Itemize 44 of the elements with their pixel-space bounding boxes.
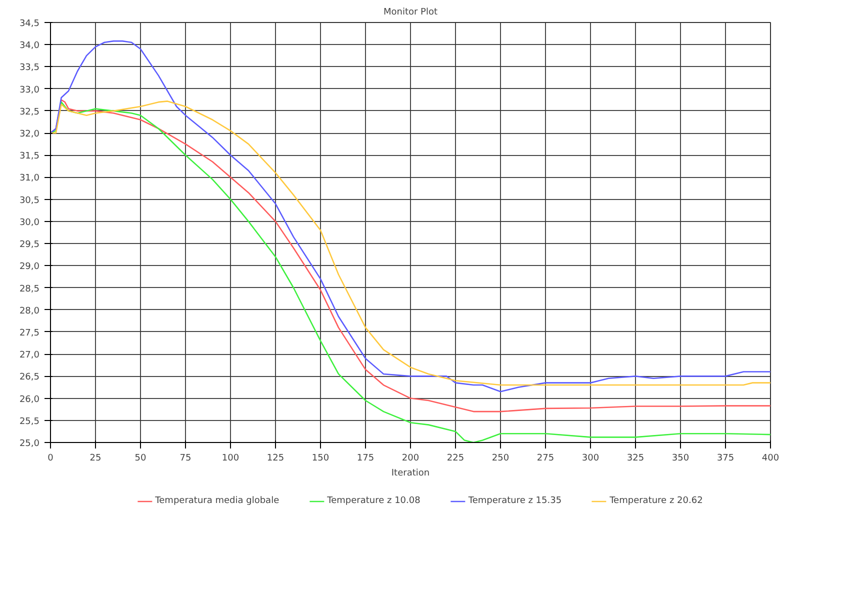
y-tick-label: 29,0	[19, 262, 40, 272]
x-tick-label: 375	[716, 454, 734, 464]
x-tick-label: 25	[90, 454, 102, 464]
legend-label: Temperature z 10.08	[327, 496, 420, 506]
y-tick-label: 30,5	[19, 196, 40, 206]
x-tick-label: 150	[312, 454, 330, 464]
x-tick-label: 200	[402, 454, 420, 464]
y-tick-label: 32,5	[19, 107, 40, 118]
y-tick-label: 27,0	[19, 350, 40, 361]
x-tick-label: 325	[626, 454, 644, 464]
chart-title: Monitor Plot	[383, 8, 438, 18]
y-tick-label: 25,5	[19, 416, 40, 427]
x-tick-label: 0	[48, 454, 54, 464]
y-tick-label: 33,0	[19, 85, 40, 96]
y-tick-label: 28,0	[19, 306, 40, 316]
x-tick-label: 400	[762, 454, 780, 464]
y-tick-label: 32,0	[19, 130, 40, 140]
y-tick-label: 25,0	[19, 439, 40, 449]
y-tick-label: 28,5	[19, 284, 40, 294]
y-tick-label: 31,5	[19, 152, 40, 162]
legend-label: Temperature z 15.35	[468, 496, 562, 506]
y-tick-label: 31,0	[19, 174, 40, 184]
x-axis-title: Iteration	[391, 468, 430, 478]
x-tick-label: 225	[446, 454, 464, 464]
y-tick-label: 27,5	[19, 328, 40, 338]
y-tick-label: 34,0	[19, 41, 40, 52]
line-series	[50, 40, 770, 392]
x-tick-label: 275	[536, 454, 554, 464]
x-tick-label: 100	[222, 454, 240, 464]
x-tick-label: 300	[582, 454, 600, 464]
x-tick-label: 50	[134, 454, 146, 464]
x-tick-label: 125	[266, 454, 284, 464]
legend-label: Temperature z 20.62	[610, 496, 703, 506]
legend-label: Temperatura media globale	[155, 496, 280, 506]
y-tick-label: 29,5	[19, 240, 40, 250]
x-tick-label: 350	[672, 454, 690, 464]
y-tick-label: 34,5	[19, 19, 40, 29]
y-tick-label: 26,5	[19, 372, 40, 383]
x-tick-label: 175	[356, 454, 374, 464]
y-tick-label: 26,0	[19, 394, 40, 405]
x-tick-label: 250	[492, 454, 510, 464]
x-tick-label: 75	[180, 454, 192, 464]
y-tick-label: 30,0	[19, 218, 40, 228]
y-tick-label: 33,5	[19, 63, 40, 74]
